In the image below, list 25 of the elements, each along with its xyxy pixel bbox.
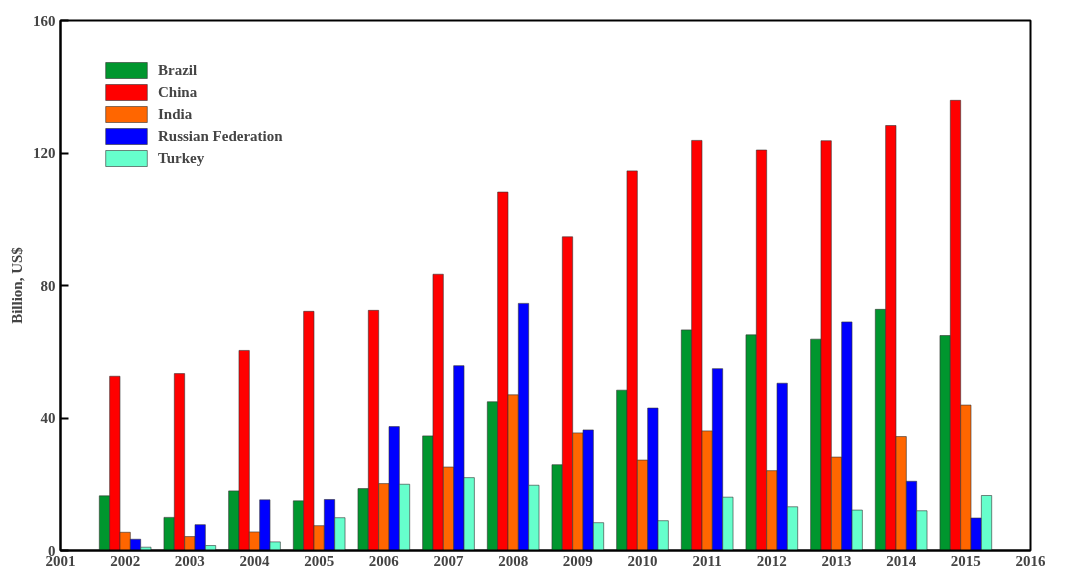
x-tick-label: 2003 <box>174 552 205 569</box>
x-tick-label: 2002 <box>110 552 141 569</box>
x-tick-label: 2011 <box>692 552 722 569</box>
y-tick-label: 160 <box>33 12 56 29</box>
x-tick-label: 2013 <box>821 552 852 569</box>
y-axis-title: Billion, US$ <box>9 246 25 324</box>
x-tick-label: 2014 <box>886 552 917 569</box>
legend-label: Brazil <box>158 61 198 79</box>
x-tick-label: 2006 <box>368 552 400 569</box>
x-tick-label: 2008 <box>498 552 529 569</box>
y-tick-label: 40 <box>40 410 56 426</box>
y-tick-label: 80 <box>40 277 56 294</box>
x-tick-label: 2004 <box>239 552 270 569</box>
x-tick-label: 2010 <box>627 552 658 569</box>
x-tick-label: 2007 <box>433 552 464 569</box>
x-tick-label: 2012 <box>756 552 787 569</box>
x-tick-label: 2009 <box>562 552 593 569</box>
y-tick-label: 120 <box>33 145 56 161</box>
legend-label: Russian Federation <box>158 127 283 145</box>
legend-label: India <box>158 105 193 123</box>
x-tick-label: 2016 <box>1015 552 1046 569</box>
legend-label: Turkey <box>158 149 205 167</box>
x-tick-label: 2015 <box>950 552 981 569</box>
x-tick-label: 2005 <box>304 552 335 569</box>
legend-label: China <box>158 83 198 101</box>
